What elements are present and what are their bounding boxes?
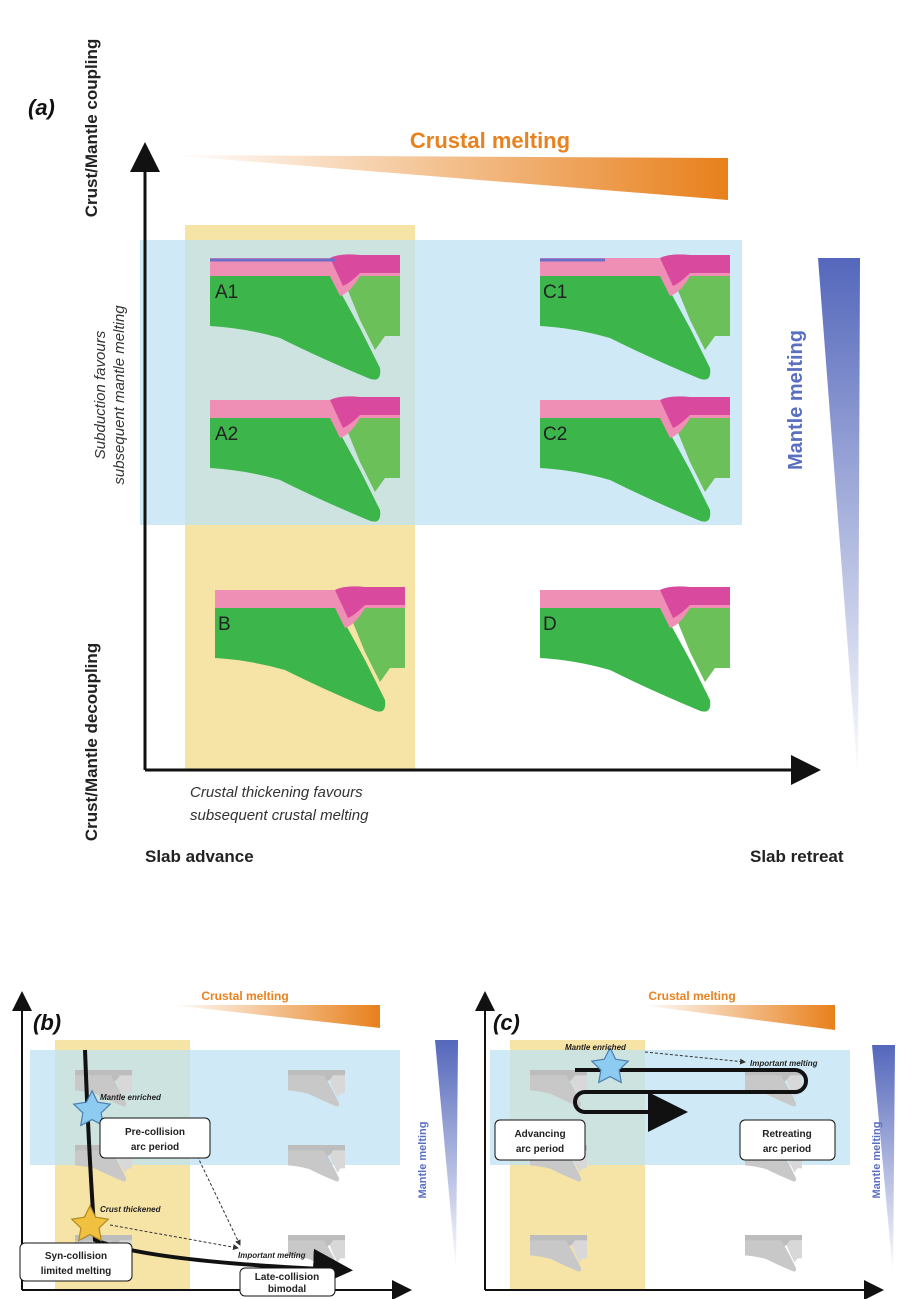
y-axis-top: Crust/Mantle coupling [82,39,101,218]
mantle-melting-title: Mantle melting [417,1121,429,1198]
scenario-label: C2 [543,424,567,445]
thickening-note: Crustal thickening favours [190,784,363,801]
trajectory [83,1049,353,1289]
thickening-note: subsequent crustal melting [190,807,369,824]
mantle-wedge [818,258,860,780]
box-text: Advancing [514,1129,565,1140]
annotation: Mantle enriched [100,1093,162,1102]
annotation: Important melting [750,1059,818,1068]
label-box [739,1119,836,1161]
panel-label: (c) [493,1010,520,1035]
trajectory [573,1068,808,1132]
box-text: arc period [131,1142,179,1153]
box-text: Pre-collision [125,1127,185,1138]
x-axis-left: Slab advance [145,847,254,866]
label-box [494,1119,586,1161]
scenario-label: A1 [215,282,238,303]
crustal-wedge [170,155,728,200]
dashed-arrow [109,1224,239,1251]
box-text: bimodal [268,1284,307,1295]
box-text: arc period [516,1144,564,1155]
y-axis-bottom: Crust/Mantle decoupling [82,643,101,841]
label-box [19,1242,133,1282]
box-text: Late-collision [255,1272,319,1283]
mantle-melting-title: Mantle melting [785,330,807,470]
scenario-label: B [218,614,231,635]
crustal-melting-title: Crustal melting [648,989,735,1003]
panel-label: (a) [28,95,55,120]
annotation: Important melting [238,1251,306,1260]
crustal-wedge [170,1005,380,1028]
label-box [239,1267,336,1297]
annotation: Crust thickened [100,1205,162,1214]
mantle-wedge [872,1045,895,1275]
scenario-label: D [543,614,557,635]
crustal-melting-title: Crustal melting [410,128,570,153]
dashed-arrow [644,1051,746,1065]
scenario-label: A2 [215,424,238,445]
box-text: limited melting [41,1266,112,1277]
section-d [540,586,730,712]
box-text: Syn-collision [45,1251,107,1262]
subduction-note: subsequent mantle melting [111,305,128,485]
dashed-arrow [179,1119,241,1246]
annotation: Mantle enriched [565,1043,627,1052]
subduction-note: Subduction favours [92,330,109,459]
panel-label: (b) [33,1010,61,1035]
section-ghost [745,1235,802,1272]
crustal-wedge [640,1005,835,1030]
mantle-wedge [435,1040,458,1270]
scenario-label: C1 [543,282,567,303]
box-text: arc period [763,1144,811,1155]
section-ghost [288,1145,345,1182]
x-axis-right: Slab retreat [750,847,844,866]
crustal-melting-title: Crustal melting [201,989,288,1003]
label-box [99,1117,211,1159]
box-text: Retreating [762,1129,811,1140]
mantle-melting-title: Mantle melting [871,1121,883,1198]
